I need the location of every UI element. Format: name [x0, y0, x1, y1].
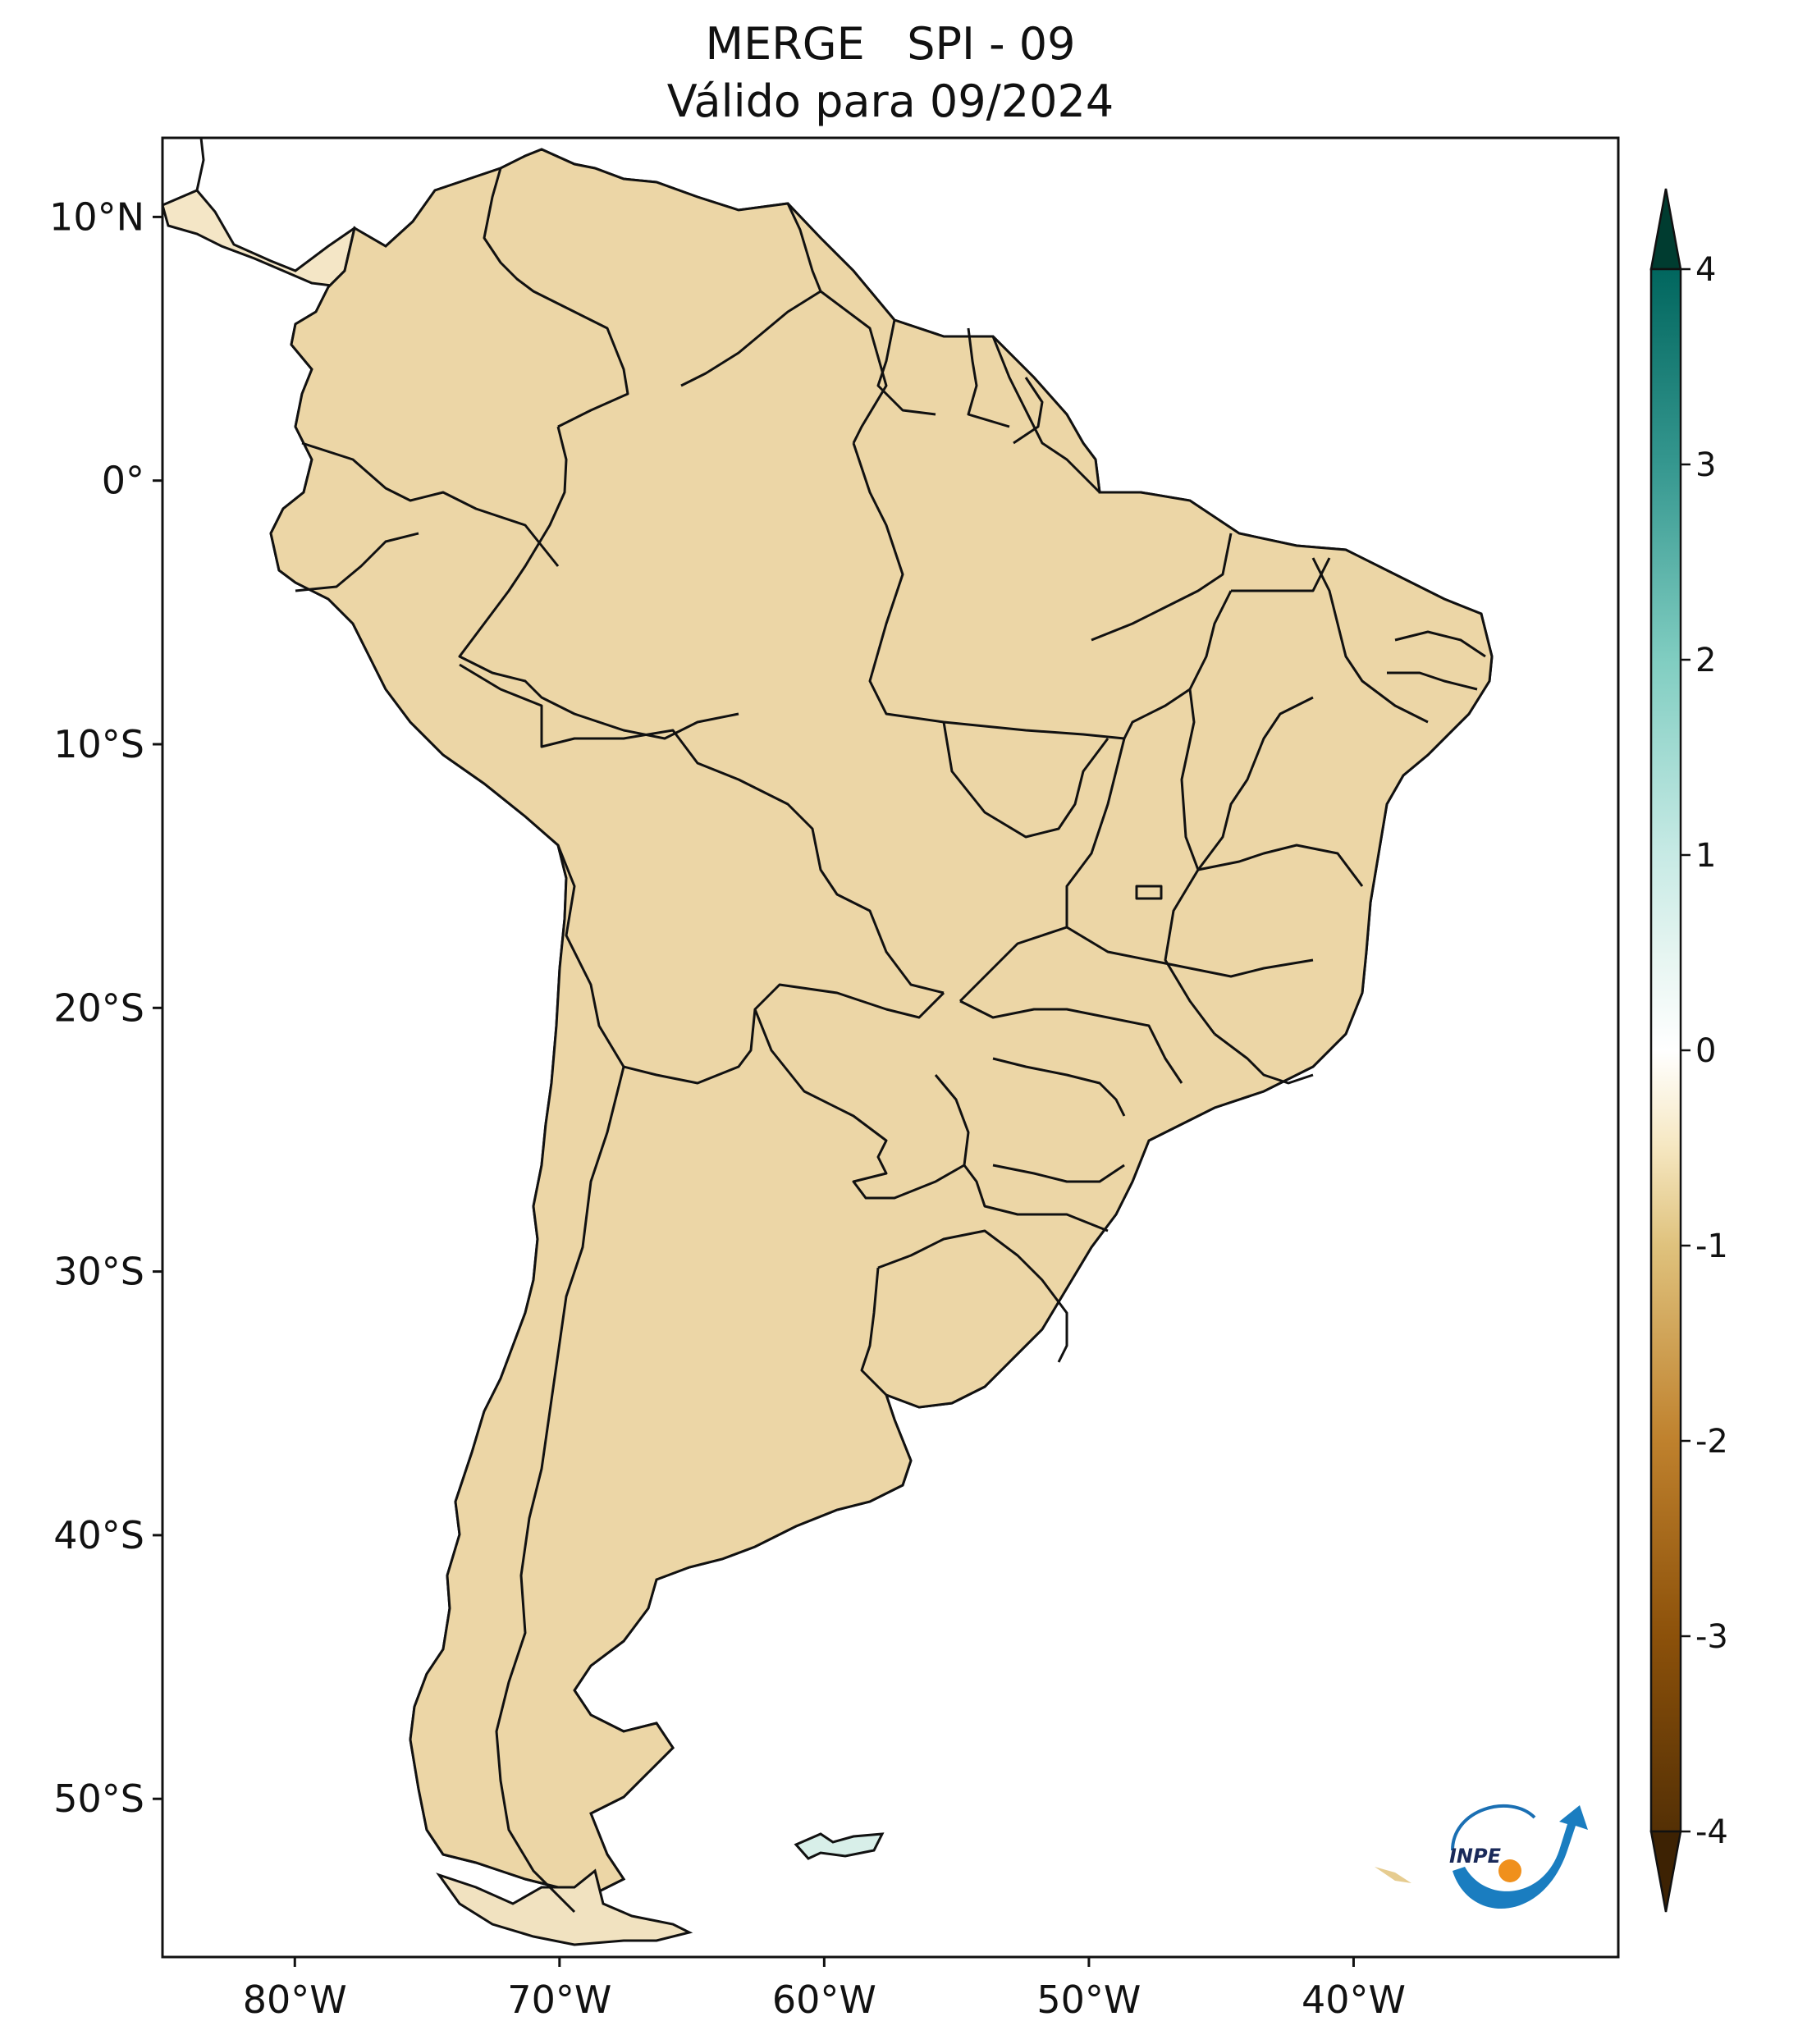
x-tick-label: 50°W	[1036, 1978, 1141, 2022]
x-tick-label: 80°W	[243, 1978, 347, 2022]
south-georgia	[1375, 1867, 1411, 1883]
x-tick-label: 40°W	[1302, 1978, 1406, 2022]
x-tick-label: 60°W	[772, 1978, 876, 2022]
colorbar-body	[1649, 268, 1682, 1833]
borders	[295, 167, 1486, 1914]
inpe-logo-arc	[1451, 1804, 1536, 1851]
inpe-logo-dot	[1498, 1859, 1521, 1882]
y-tick-label: 0°	[102, 459, 144, 503]
colorbar-tick-label: -3	[1695, 1618, 1728, 1656]
y-tick-label: 50°S	[53, 1776, 144, 1821]
y-tick-label: 30°S	[53, 1250, 144, 1294]
colorbar-tick-label: 1	[1695, 837, 1716, 875]
y-tick-label: 10°N	[49, 194, 144, 239]
colorbar-tick-label: 4	[1695, 251, 1716, 289]
colorbar: 4 3 2 1 0 -1 -2 -3 -4	[1649, 188, 1728, 1913]
map-frame	[161, 136, 1620, 1959]
tierra-del-fuego	[436, 1868, 693, 1946]
map-title: MERGE SPI - 09	[705, 18, 1076, 70]
x-axis-ticks: 80°W 70°W 60°W 50°W 40°W	[243, 1957, 1406, 2022]
colorbar-top-extension	[1649, 188, 1682, 271]
central-america-north	[162, 138, 205, 191]
colorbar-tick-label: 0	[1695, 1032, 1716, 1070]
colorbar-tick-label: 2	[1695, 642, 1716, 679]
colorbar-tick-label: -4	[1695, 1813, 1728, 1851]
colorbar-tick-label: -2	[1695, 1423, 1728, 1461]
colorbar-tick-label: 3	[1695, 446, 1716, 484]
x-tick-label: 70°W	[507, 1978, 611, 2022]
colorbar-tick-label: -1	[1695, 1228, 1728, 1265]
y-tick-label: 40°S	[53, 1513, 144, 1557]
falkland-islands	[794, 1832, 885, 1860]
inpe-logo-text: INPE	[1449, 1845, 1502, 1868]
y-tick-label: 20°S	[53, 985, 144, 1030]
inpe-logo-swoosh	[1453, 1805, 1588, 1909]
colorbar-bottom-extension	[1649, 1830, 1682, 1913]
y-tick-label: 10°S	[53, 722, 144, 766]
inpe-logo: INPE	[1449, 1804, 1588, 1909]
map-subtitle: Válido para 09/2024	[666, 75, 1114, 127]
y-axis-ticks: 10°N 0° 10°S 20°S 30°S 40°S 50°S	[49, 194, 162, 1821]
